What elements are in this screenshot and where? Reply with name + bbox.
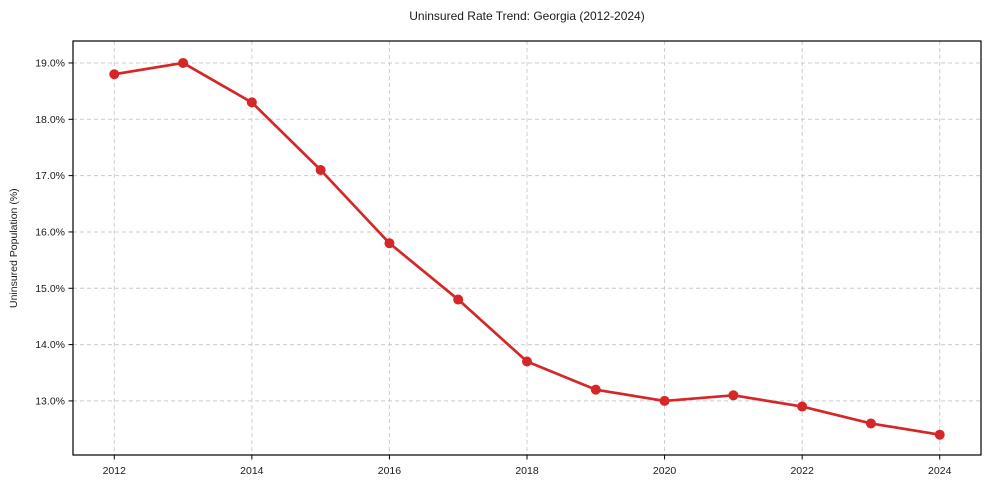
y-tick-label: 18.0% [35,114,65,126]
chart-title: Uninsured Rate Trend: Georgia (2012-2024… [409,9,645,23]
x-tick-label: 2018 [515,465,539,477]
y-tick-label: 13.0% [35,395,65,407]
data-point [315,164,326,175]
data-point [590,384,601,395]
data-point [934,429,945,440]
x-tick-label: 2024 [928,465,952,477]
y-tick-label: 16.0% [35,226,65,238]
data-point [865,418,876,429]
y-tick-label: 14.0% [35,339,65,351]
x-tick-label: 2012 [103,465,127,477]
y-tick-label: 19.0% [35,57,65,69]
x-tick-label: 2020 [653,465,677,477]
data-point [522,356,532,367]
y-axis-label: Uninsured Population (%) [8,188,20,308]
data-point [384,238,395,249]
data-point [659,395,670,406]
data-point [109,69,120,80]
x-tick-label: 2014 [240,465,264,477]
data-point [728,390,739,401]
data-point [246,97,257,108]
y-tick-label: 15.0% [35,283,65,295]
data-point [797,401,808,412]
x-tick-label: 2016 [378,465,402,477]
x-tick-label: 2022 [790,465,814,477]
y-tick-label: 17.0% [35,170,65,182]
data-point [453,294,464,305]
data-point [178,57,189,68]
